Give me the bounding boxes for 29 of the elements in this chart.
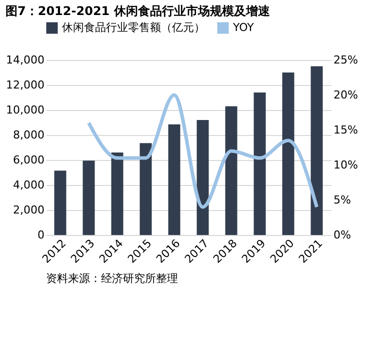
y2-tick-label: 0% [334,228,351,242]
legend-label: 休闲食品行业零售额（亿元） [62,21,205,34]
bar [310,66,323,235]
bar [111,152,124,235]
y-tick-label: 14,000 [6,54,44,66]
y2-tick-label: 25% [334,54,358,66]
y-tick-label: 8,000 [13,128,44,142]
bar [282,72,294,235]
bar [254,92,266,235]
legend-label: YOY [232,21,254,34]
y2-tick-label: 10% [334,158,358,172]
chart-title: 图7：2012-2021 休闲食品行业市场规模及增速 [6,4,271,18]
line-series [87,93,318,209]
y-tick-label: 2,000 [13,204,44,216]
y-tick-label: 12,000 [6,78,44,92]
text: 资料来源：经济研究所整理 [46,272,178,285]
y-tick-label: 10,000 [6,104,44,116]
bar [196,120,209,235]
y-tick-label: 6,000 [13,154,44,166]
y-tick-label: 0 [38,228,44,242]
y2-tick-label: 15% [334,124,358,136]
bar [140,143,152,235]
bar [225,106,238,235]
bar [54,170,66,235]
y2-tick-label: 5% [334,194,351,206]
y-tick-label: 4,000 [13,178,44,192]
bar [168,124,180,235]
y2-tick-label: 20% [334,88,358,102]
bar [82,160,95,235]
